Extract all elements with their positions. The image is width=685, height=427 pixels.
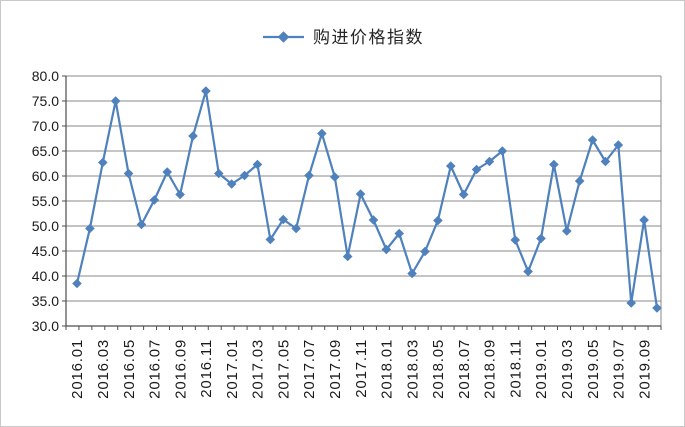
data-point-marker — [291, 223, 301, 234]
data-point-marker — [123, 168, 134, 179]
data-point-marker — [445, 161, 456, 171]
series-purchase-price-index — [72, 86, 662, 313]
data-point-marker — [639, 215, 649, 225]
y-axis-label: 55.0 — [32, 193, 59, 209]
data-point-marker — [510, 235, 521, 245]
data-point-marker — [626, 298, 637, 308]
data-point-marker — [523, 266, 533, 277]
data-point-marker — [110, 96, 121, 106]
x-axis-label: 2019.03 — [559, 339, 576, 399]
data-point-marker — [317, 128, 327, 139]
y-axis-label: 35.0 — [32, 293, 59, 309]
x-axis-label: 2018.09 — [482, 339, 499, 399]
y-axis-label: 70.0 — [32, 118, 59, 134]
data-point-marker — [149, 195, 160, 205]
data-point-marker — [561, 226, 572, 236]
data-point-marker — [613, 140, 624, 150]
x-axis-label: 2016.05 — [121, 339, 138, 399]
legend-diamond-icon — [277, 31, 290, 43]
series-line — [75, 89, 659, 310]
data-point-marker — [407, 268, 417, 279]
data-point-marker — [587, 135, 598, 145]
data-point-marker — [265, 234, 276, 245]
data-point-marker — [368, 215, 379, 225]
data-point-marker — [304, 170, 314, 181]
data-point-marker — [162, 167, 173, 177]
data-point-marker — [252, 159, 263, 170]
data-point-marker — [278, 214, 289, 225]
y-axis-labels: 80.0 75.0 70.0 65.0 60.0 55.0 50.0 45.0 40.0 35.0… — [32, 68, 59, 334]
data-point-marker — [600, 156, 611, 167]
data-point-marker — [433, 215, 443, 226]
data-point-marker — [342, 251, 353, 262]
data-point-marker — [97, 157, 108, 168]
plot-area: 80.0 75.0 70.0 65.0 60.0 55.0 50.0 45.0 40.0 35.0… — [32, 68, 662, 399]
data-point-marker — [536, 233, 546, 244]
x-axis-label: 2018.03 — [404, 339, 421, 399]
y-axis-label: 80.0 — [32, 68, 59, 84]
data-point-marker — [136, 219, 147, 230]
data-point-marker — [471, 164, 482, 175]
x-axis-label: 2018.11 — [507, 339, 524, 398]
x-axis-label: 2017.03 — [250, 339, 267, 399]
y-axis-label: 60.0 — [32, 168, 59, 184]
x-axis-label: 2016.03 — [95, 339, 112, 399]
data-point-marker — [549, 159, 559, 170]
x-axis-label: 2017.01 — [224, 339, 241, 399]
x-axis-label: 2016.11 — [198, 339, 215, 398]
data-point-marker — [355, 189, 366, 199]
legend-label: 购进价格指数 — [313, 28, 424, 47]
data-point-marker — [458, 189, 469, 200]
data-point-marker — [201, 86, 211, 96]
x-axis-label: 2016.09 — [172, 339, 189, 399]
data-point-marker — [175, 189, 185, 200]
data-point-marker — [652, 303, 662, 313]
x-axis-label: 2018.07 — [456, 339, 473, 399]
data-point-marker — [188, 131, 198, 141]
legend: 购进价格指数 — [263, 28, 424, 47]
data-point-marker — [85, 223, 95, 234]
data-point-marker — [329, 172, 340, 182]
x-axis-label: 2017.11 — [353, 339, 370, 398]
data-point-marker — [497, 146, 508, 156]
y-axis-label: 40.0 — [32, 268, 59, 284]
x-axis-label: 2018.01 — [379, 339, 396, 399]
x-axis-label: 2017.07 — [301, 339, 318, 399]
data-point-marker — [72, 278, 82, 289]
data-point-marker — [420, 246, 430, 257]
x-axis-label: 2017.09 — [327, 339, 344, 399]
data-point-marker — [213, 168, 224, 179]
x-axis-label: 2019.09 — [636, 339, 653, 399]
y-axis-label: 50.0 — [32, 218, 59, 234]
data-point-marker — [484, 156, 495, 167]
x-axis-label: 2019.07 — [611, 339, 628, 399]
x-axis-label: 2019.05 — [585, 339, 602, 399]
data-point-marker — [226, 179, 237, 189]
x-axis-label: 2016.07 — [147, 339, 164, 399]
y-axis-label: 75.0 — [32, 93, 59, 109]
x-axis-label: 2017.05 — [275, 339, 292, 399]
data-point-marker — [381, 244, 392, 255]
data-point-marker — [239, 170, 250, 181]
y-axis-label: 65.0 — [32, 143, 59, 159]
x-axis-label: 2018.05 — [430, 339, 447, 399]
data-point-marker — [574, 176, 585, 186]
x-axis-label: 2019.01 — [533, 339, 550, 399]
x-axis-label: 2016.01 — [69, 339, 86, 399]
axis-ticks — [62, 75, 662, 330]
y-axis-label: 45.0 — [32, 243, 59, 259]
data-point-marker — [394, 228, 405, 239]
x-axis-labels: 2016.01 2016.03 2016.05 2016.07 2016.09 2016.… — [69, 339, 653, 399]
y-axis-label: 30.0 — [32, 318, 59, 334]
